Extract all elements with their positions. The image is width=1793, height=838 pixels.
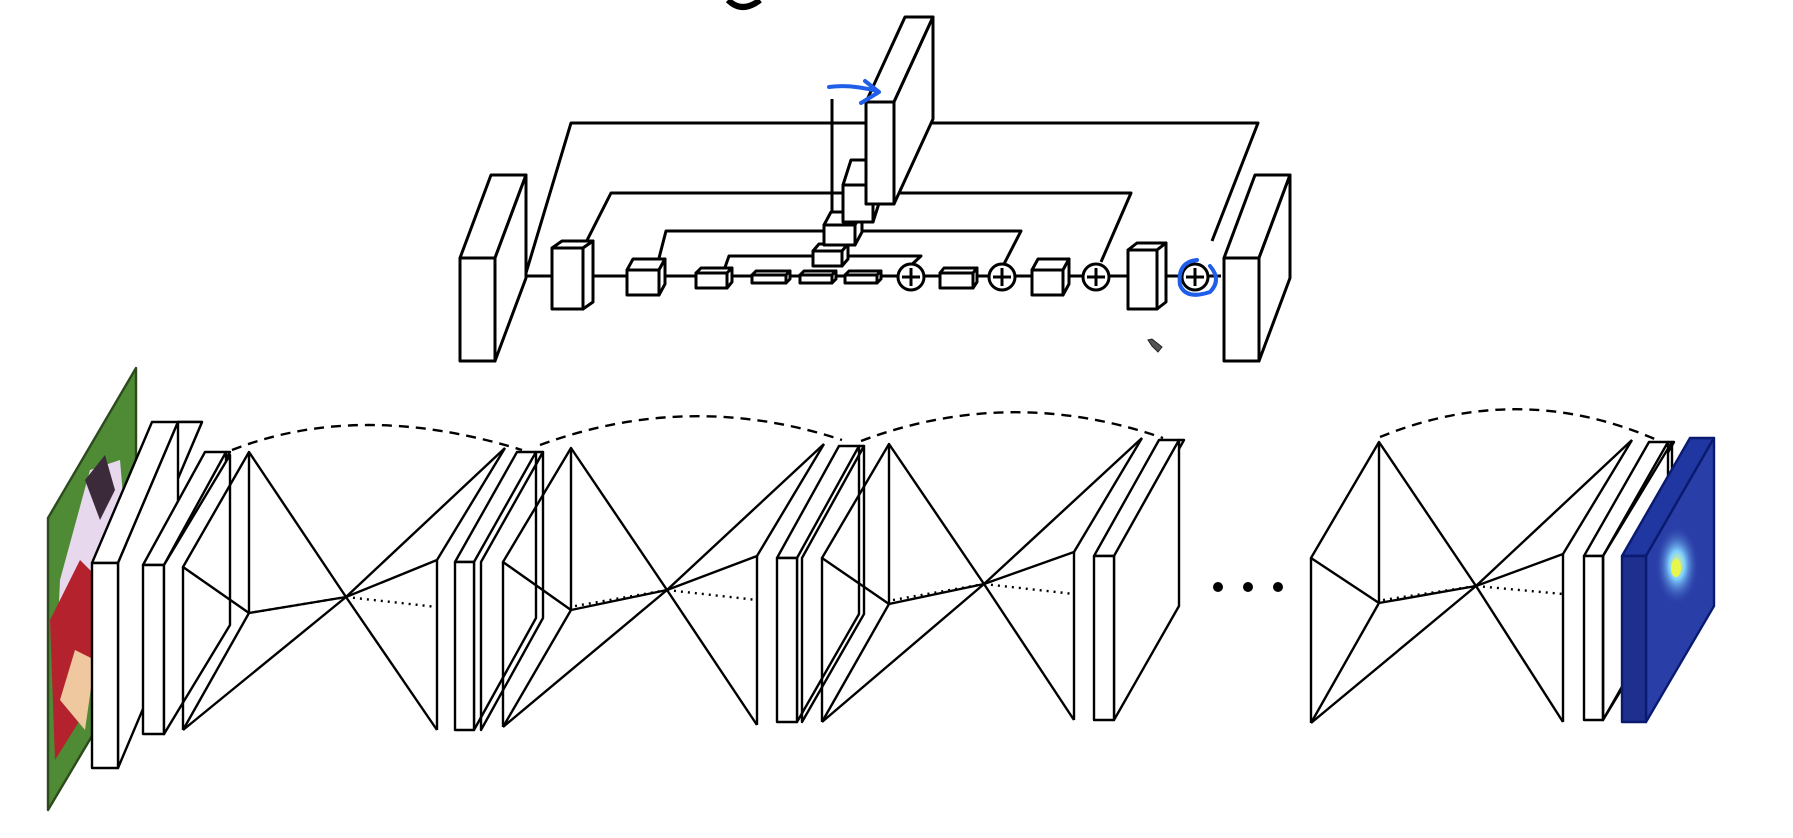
bottleneck-box-1 [798, 269, 838, 285]
sum-node-4 [1180, 262, 1210, 292]
stacked-hourglass-network [46, 366, 1716, 812]
hourglass-1 [181, 447, 507, 731]
single-hourglass-module [458, 15, 1292, 363]
skip-arcs [231, 408, 1658, 452]
hand-drawn-arrow-icon [827, 79, 881, 105]
down-box-4 [750, 269, 792, 285]
down-box-2 [625, 257, 667, 297]
top-feature-column [864, 15, 935, 206]
hourglass-last [1309, 439, 1634, 724]
bottleneck-box-2 [843, 269, 883, 285]
module-input-box [458, 173, 528, 363]
sum-node-1 [896, 262, 926, 292]
pen-cursor-icon [1147, 338, 1163, 353]
hand-drawn-circle-icon [1177, 258, 1218, 297]
sum-node-2 [987, 262, 1017, 292]
cropped-title-fragment [725, 0, 762, 10]
down-box-1 [550, 239, 595, 311]
branch-box-small [811, 242, 850, 268]
up-box-2 [1030, 257, 1071, 297]
stem-box-3 [162, 453, 232, 736]
module-output-box [1222, 173, 1292, 363]
up-box-3 [1126, 241, 1168, 311]
inter-box-3 [1092, 438, 1186, 722]
up-box-1 [938, 266, 979, 290]
inter-box-1 [453, 450, 545, 732]
sum-node-3 [1081, 262, 1111, 292]
hourglass-2 [501, 443, 826, 728]
blue-annotations [827, 79, 1218, 297]
heatmap-output [1620, 436, 1716, 724]
down-box-3 [694, 266, 734, 290]
hourglass-3 [820, 437, 1144, 723]
ellipsis-dots [1213, 582, 1283, 592]
inter-box-2 [775, 444, 866, 724]
